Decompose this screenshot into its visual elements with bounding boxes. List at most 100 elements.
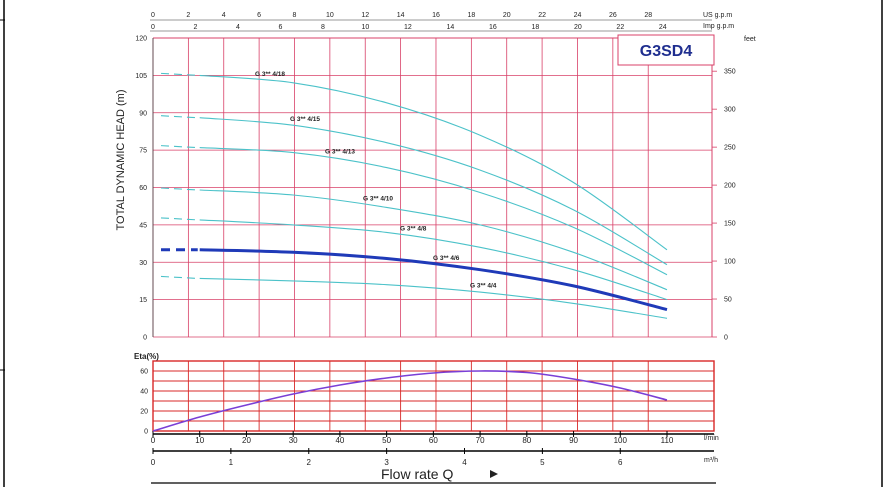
- top-imp-tick-label: 24: [659, 24, 667, 31]
- top-imp-tick-label: 18: [531, 24, 539, 31]
- top-us-tick-label: 10: [326, 12, 334, 19]
- head-curve: [199, 189, 668, 291]
- right-tick-label: 250: [724, 145, 736, 152]
- top-imp-tick-label: 16: [489, 24, 497, 31]
- head-curve-dash: [160, 275, 198, 279]
- top-us-tick-label: 28: [644, 12, 652, 19]
- y-tick-label: 105: [135, 73, 147, 80]
- x-axis-label: Flow rate Q: [381, 466, 453, 482]
- right-tick-label: 350: [724, 69, 736, 76]
- efficiency-tick-label: 20: [140, 409, 148, 416]
- x-axis-unit-lmin: l/min: [704, 435, 719, 442]
- top-imp-tick-label: 0: [151, 24, 155, 31]
- m3h-tick-label: 4: [462, 458, 467, 467]
- curve-label: G 3** 4/6: [433, 255, 460, 262]
- efficiency-frame: [152, 360, 715, 432]
- top-us-tick-label: 18: [467, 12, 475, 19]
- top-us-tick-label: 0: [151, 12, 155, 19]
- y-tick-label: 0: [143, 335, 147, 342]
- lmin-tick-label: 60: [429, 436, 438, 445]
- y-tick-label: 60: [139, 185, 147, 192]
- m3h-tick-label: 3: [384, 458, 389, 467]
- head-curve-dash: [160, 217, 198, 221]
- head-curve: [199, 219, 668, 301]
- head-curve-dash: [160, 72, 198, 76]
- top-us-tick-label: 14: [397, 12, 405, 19]
- top-imp-tick-label: 14: [446, 24, 454, 31]
- top-imp-tick-label: 10: [362, 24, 370, 31]
- top-imp-tick-label: 2: [194, 24, 198, 31]
- efficiency-axis-label: Eta(%): [134, 352, 159, 361]
- curve-label: G 3** 4/8: [400, 225, 427, 232]
- top-us-tick-label: 6: [257, 12, 261, 19]
- lmin-tick-label: 50: [382, 436, 391, 445]
- lmin-tick-label: 20: [242, 436, 251, 445]
- top-us-tick-label: 16: [432, 12, 440, 19]
- top-us-tick-label: 2: [186, 12, 190, 19]
- m3h-tick-label: 6: [618, 458, 623, 467]
- y-tick-label: 30: [139, 260, 147, 267]
- y-tick-label: 90: [139, 110, 147, 117]
- efficiency-curve: [152, 370, 668, 432]
- curve-label: G 3** 4/13: [325, 149, 355, 156]
- head-curve: [199, 277, 668, 319]
- efficiency-tick-label: 40: [140, 389, 148, 396]
- top-imp-tick-label: 20: [574, 24, 582, 31]
- head-curve-dash: [160, 115, 198, 119]
- efficiency-tick-label: 60: [140, 369, 148, 376]
- top-imp-tick-label: 22: [616, 24, 624, 31]
- m3h-tick-label: 0: [151, 458, 156, 467]
- head-curve: [199, 74, 668, 251]
- right-tick-label: 100: [724, 259, 736, 266]
- right-tick-label: 50: [724, 297, 732, 304]
- lmin-tick-label: 0: [151, 436, 156, 445]
- y-tick-label: 120: [135, 36, 147, 43]
- lmin-tick-label: 30: [289, 436, 298, 445]
- curve-label: G 3** 4/15: [290, 116, 320, 123]
- x-axis-unit-m3h: m³/h: [704, 457, 718, 464]
- m3h-tick-label: 5: [540, 458, 545, 467]
- lmin-tick-label: 10: [195, 436, 204, 445]
- right-tick-label: 300: [724, 107, 736, 114]
- lmin-tick-label: 100: [614, 436, 628, 445]
- y-tick-label: 75: [139, 148, 147, 155]
- top-axis-imp-unit: Imp g.p.m: [703, 23, 734, 30]
- efficiency-tick-label: 0: [144, 429, 148, 436]
- top-us-tick-label: 22: [538, 12, 546, 19]
- m3h-tick-label: 1: [229, 458, 234, 467]
- head-curve-dash: [160, 145, 198, 149]
- right-tick-label: 0: [724, 335, 728, 342]
- top-imp-tick-label: 4: [236, 24, 240, 31]
- top-us-tick-label: 24: [574, 12, 582, 19]
- top-imp-tick-label: 8: [321, 24, 325, 31]
- head-curve: [199, 117, 668, 266]
- head-curve: [199, 248, 668, 312]
- right-axis-unit: feet: [744, 36, 756, 43]
- y-tick-label: 15: [139, 297, 147, 304]
- m3h-tick-label: 2: [307, 458, 312, 467]
- efficiency-grid: 0 20 40 60 0 10 20 30 40 50 60 70 80 90 100 110 0 1 2 3 4 5 6: [140, 360, 715, 467]
- y-tick-label: 45: [139, 222, 147, 229]
- top-imp-tick-label: 6: [279, 24, 283, 31]
- head-curves: G 3** 4/18 G 3** 4/15 G 3** 4/13 G 3** 4/10…: [160, 71, 668, 319]
- lmin-tick-label: 70: [476, 436, 485, 445]
- top-us-tick-label: 4: [222, 12, 226, 19]
- top-imp-tick-label: 12: [404, 24, 412, 31]
- model-badge: [617, 34, 715, 66]
- head-curve: [199, 147, 668, 276]
- lmin-tick-label: 80: [522, 436, 531, 445]
- head-curve-dash: [160, 187, 198, 191]
- lmin-tick-label: 90: [569, 436, 578, 445]
- curve-label: G 3** 4/18: [255, 71, 285, 78]
- chart-title: G3SD4: [640, 43, 693, 60]
- efficiency-curve-group: [152, 370, 668, 432]
- lmin-tick-label: 110: [661, 436, 674, 445]
- right-tick-label: 200: [724, 183, 736, 190]
- top-us-tick-label: 26: [609, 12, 617, 19]
- curve-label: G 3** 4/4: [470, 282, 497, 289]
- flow-arrow-icon: [490, 470, 498, 478]
- curve-label: G 3** 4/10: [363, 195, 393, 202]
- top-us-tick-label: 8: [293, 12, 297, 19]
- top-us-tick-label: 20: [503, 12, 511, 19]
